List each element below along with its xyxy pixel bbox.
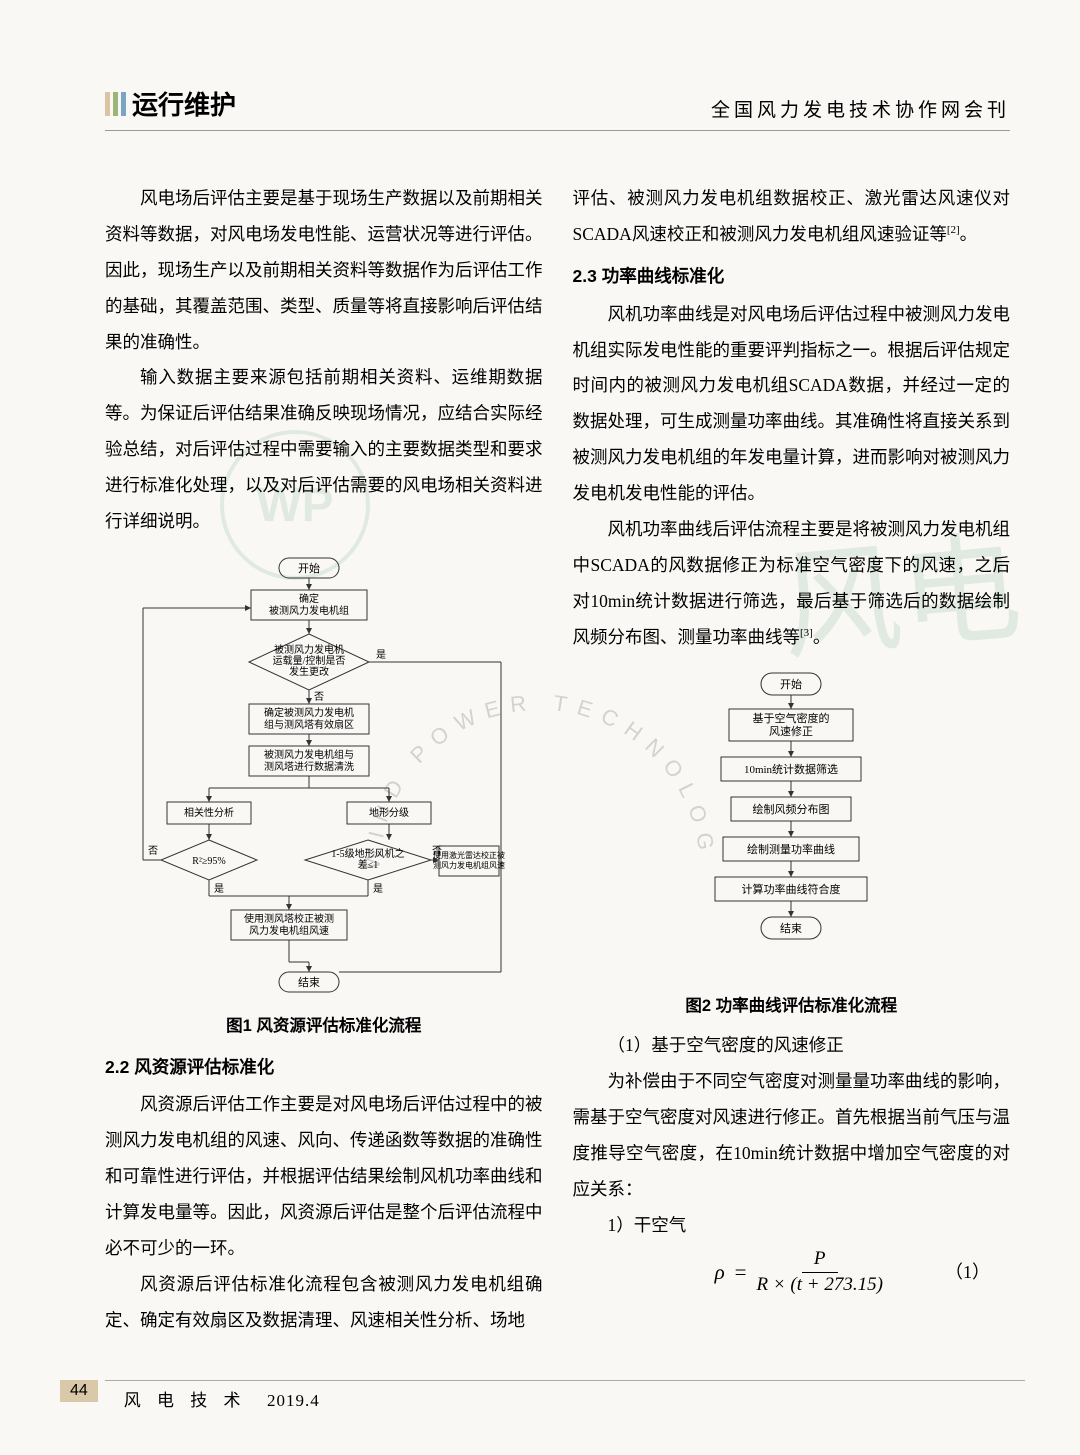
footer-rule — [105, 1380, 1025, 1381]
fc1-n7b: 风力发电机组风速 — [249, 924, 329, 937]
eq-eq: = — [735, 1251, 747, 1294]
footer-journal: 风 电 技 术 2019.4 — [124, 1386, 320, 1411]
fc2-n1b: 风速修正 — [769, 724, 813, 738]
fc1-n7a: 使用测风塔校正被测 — [244, 912, 334, 925]
header-section: 运行维护 — [105, 85, 236, 122]
fc1-yes: 是 — [376, 649, 386, 661]
fc2-n2: 10min统计数据筛选 — [744, 762, 838, 776]
two-column-body: 风电场后评估主要是基于现场生产数据以及前期相关资料等数据，对风电场发电性能、运营… — [105, 181, 1010, 1339]
para-r2: 风机功率曲线是对风电场后评估过程中被测风力发电机组实际发电性能的重要评判指标之一… — [573, 297, 1011, 512]
fc1-d1a: 被测风力发电机 — [274, 643, 344, 656]
para-l2: 输入数据主要来源包括前期相关资料、运维期数据等。为保证后评估结果准确反映现场情况… — [105, 360, 543, 539]
fc1-end: 结束 — [298, 976, 320, 989]
list-item-1: 1）干空气 — [573, 1208, 1011, 1244]
para-r3: 风机功率曲线后评估流程主要是将被测风力发电机组中SCADA的风数据修正为标准空气… — [573, 512, 1011, 656]
svg-text:否: 否 — [148, 845, 158, 857]
fc1-n6b: 测风力发电机组风速 — [433, 860, 505, 870]
subhead-1: （1）基于空气密度的风速修正 — [573, 1028, 1011, 1064]
right-column: 评估、被测风力发电机组数据校正、激光雷达风速仪对SCADA风速校正和被测风力发电… — [573, 181, 1011, 1339]
section-title: 运行维护 — [132, 85, 236, 122]
svg-text:是: 是 — [214, 883, 224, 895]
ref-2: [2] — [947, 224, 960, 236]
fig1-caption: 图1 风资源评估标准化流程 — [105, 1010, 543, 1044]
para-l3: 风资源后评估工作主要是对风电场后评估过程中的被测风力发电机组的风速、风向、传递函… — [105, 1087, 543, 1266]
page-header: 运行维护 全国风力发电技术协作网会刊 — [105, 85, 1010, 131]
fc1-n4: 相关性分析 — [184, 806, 234, 819]
header-bars-icon — [105, 92, 126, 116]
section-2-3-title: 2.3 功率曲线标准化 — [573, 259, 1011, 295]
eq-den: R × (t + 273.15) — [757, 1273, 883, 1296]
eq-number: （1） — [945, 1254, 990, 1291]
eq-num: P — [802, 1249, 838, 1273]
fc1-d1b: 运载量/控制是否 — [272, 654, 345, 667]
fc2-n5: 计算功率曲线符合度 — [742, 882, 841, 896]
equation-1: ρ = P R × (t + 273.15) （1） — [573, 1249, 1011, 1296]
page-number: 44 — [60, 1380, 98, 1402]
section-2-2-title: 2.2 风资源评估标准化 — [105, 1050, 543, 1086]
svg-text:否: 否 — [432, 845, 442, 857]
figure1-flowchart: 开始 确定 被测风力发电机组 被测风力发电机 运载量/控制是否 发生更改 是 否… — [129, 554, 519, 1004]
fc2-start: 开始 — [780, 677, 802, 691]
fc1-n1a: 确定 — [299, 592, 319, 605]
fig2-caption: 图2 功率曲线评估标准化流程 — [573, 990, 1011, 1024]
left-column: 风电场后评估主要是基于现场生产数据以及前期相关资料等数据，对风电场发电性能、运营… — [105, 181, 543, 1339]
fc1-d1c: 发生更改 — [289, 665, 329, 678]
fc1-n3a: 被测风力发电机组与 — [264, 748, 354, 761]
fc1-no: 否 — [314, 691, 324, 703]
eq-lhs: ρ — [715, 1251, 725, 1294]
fc1-d3a: 1-5级地形风机之 — [331, 847, 404, 860]
fc1-n1b: 被测风力发电机组 — [269, 604, 349, 617]
fc1-d2: R²≥95% — [192, 856, 226, 867]
fc2-end: 结束 — [780, 922, 802, 935]
para-l1: 风电场后评估主要是基于现场生产数据以及前期相关资料等数据，对风电场发电性能、运营… — [105, 181, 543, 360]
para-r4: 为补偿由于不同空气密度对测量量功率曲线的影响，需基于空气密度对风速进行修正。首先… — [573, 1064, 1011, 1208]
svg-text:是: 是 — [373, 883, 383, 895]
fc1-start: 开始 — [298, 561, 320, 575]
para-r1: 评估、被测风力发电机组数据校正、激光雷达风速仪对SCADA风速校正和被测风力发电… — [573, 181, 1011, 253]
ref-3: [3] — [800, 627, 813, 639]
page-content: 运行维护 全国风力发电技术协作网会刊 风电场后评估主要是基于现场生产数据以及前期… — [0, 0, 1080, 1379]
fc2-n3: 绘制风频分布图 — [753, 802, 830, 816]
fc2-n4: 绘制测量功率曲线 — [747, 842, 835, 856]
fc2-n1a: 基于空气密度的 — [753, 711, 830, 725]
fc1-d3b: 差≤1 — [358, 858, 379, 871]
figure2-flowchart: 开始 基于空气密度的 风速修正 10min统计数据筛选 绘制风频分布图 绘制测量… — [671, 669, 911, 984]
fc1-n6a: 使用激光雷达校正被 — [433, 850, 505, 860]
journal-name: 全国风力发电技术协作网会刊 — [711, 95, 1010, 122]
fc1-n2b: 组与测风塔有效扇区 — [264, 718, 354, 731]
fc1-n2a: 确定被测风力发电机 — [264, 706, 354, 719]
fc1-n3b: 测风塔进行数据清洗 — [264, 760, 354, 773]
fc1-n5: 地形分级 — [369, 806, 409, 819]
para-l4: 风资源后评估标准化流程包含被测风力发电机组确定、确定有效扇区及数据清理、风速相关… — [105, 1267, 543, 1339]
